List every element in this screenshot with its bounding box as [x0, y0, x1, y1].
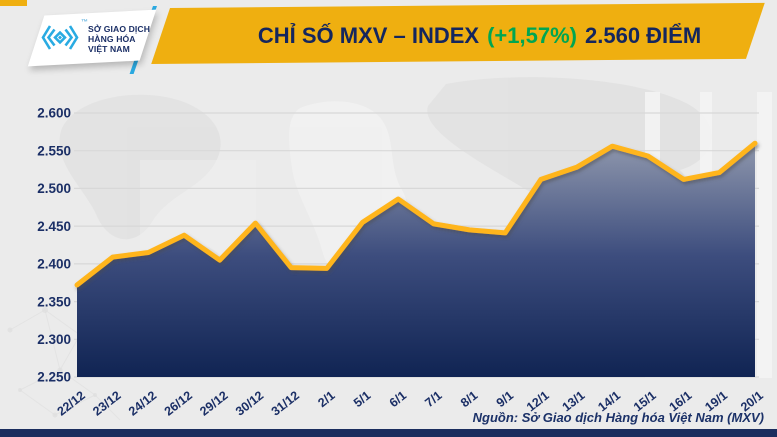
- x-tick-label: 6/1: [387, 388, 409, 410]
- x-tick-label: 24/12: [126, 388, 159, 418]
- y-tick-label: 2.300: [37, 332, 71, 347]
- chart-title: CHỈ SỐ MXV – INDEX (+1,57%) 2.560 ĐIỂM: [170, 8, 763, 64]
- x-tick-label: 5/1: [351, 388, 373, 410]
- chart-title-suffix: 2.560 ĐIỂM: [585, 23, 702, 48]
- x-tick-label: 7/1: [422, 388, 444, 410]
- logo-org-line1: SỞ GIAO DỊCH: [88, 24, 151, 34]
- logo-org-name: SỞ GIAO DỊCH HÀNG HÓA VIỆT NAM: [88, 24, 150, 54]
- source-attribution: Nguồn: Sở Giao dịch Hàng hóa Việt Nam (M…: [472, 410, 764, 425]
- y-tick-label: 2.600: [37, 106, 71, 121]
- index-area: [77, 143, 755, 377]
- y-tick-label: 2.500: [37, 181, 71, 196]
- x-tick-label: 9/1: [494, 388, 516, 410]
- y-tick-label: 2.400: [37, 257, 71, 272]
- y-tick-label: 2.550: [37, 143, 71, 158]
- y-tick-label: 2.250: [37, 370, 71, 385]
- chart-title-prefix: CHỈ SỐ MXV – INDEX: [257, 23, 480, 48]
- x-tick-label: 8/1: [458, 388, 480, 410]
- logo-org-line2: HÀNG HÓA: [88, 34, 136, 44]
- x-tick-label: 2/1: [315, 388, 337, 410]
- chart-title-change: (+1,57%): [487, 23, 577, 48]
- logo-org-line3: VIỆT NAM: [88, 44, 130, 54]
- mxv-emblem-icon: [41, 25, 79, 50]
- x-tick-label: 22/12: [55, 388, 88, 418]
- x-tick-label: 26/12: [162, 388, 195, 418]
- trademark-symbol: ™: [81, 19, 88, 26]
- y-tick-label: 2.350: [37, 294, 71, 309]
- x-tick-label: 31/12: [269, 388, 302, 418]
- x-tick-label: 29/12: [197, 388, 230, 418]
- footer-bar: [0, 429, 777, 437]
- index-line: [74, 140, 758, 288]
- x-tick-label: 23/12: [90, 388, 123, 418]
- x-tick-label: 30/12: [233, 388, 266, 418]
- y-tick-label: 2.450: [37, 219, 71, 234]
- corner-accent: [0, 0, 27, 6]
